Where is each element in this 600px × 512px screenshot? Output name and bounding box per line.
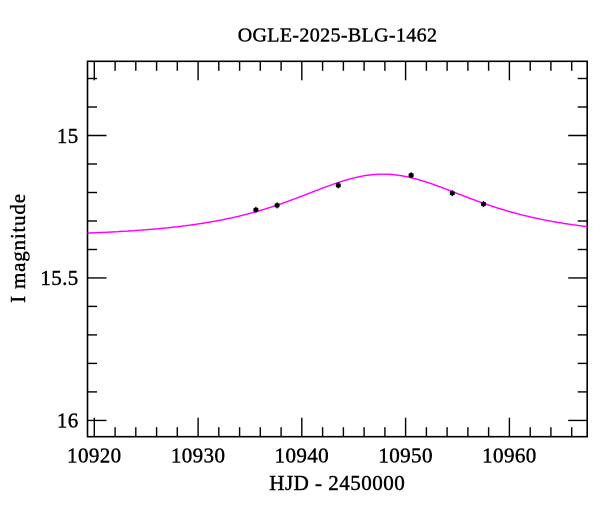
svg-text:10960: 10960 [482, 444, 537, 468]
svg-text:15.5: 15.5 [40, 266, 78, 290]
svg-text:10920: 10920 [67, 444, 122, 468]
svg-text:10940: 10940 [275, 444, 330, 468]
svg-text:HJD - 2450000: HJD - 2450000 [269, 471, 405, 495]
svg-text:I magnitude: I magnitude [6, 193, 30, 303]
svg-text:OGLE-2025-BLG-1462: OGLE-2025-BLG-1462 [238, 24, 438, 46]
svg-text:16: 16 [57, 409, 79, 433]
svg-text:15: 15 [57, 124, 79, 148]
svg-text:10950: 10950 [378, 444, 433, 468]
svg-text:10930: 10930 [171, 444, 226, 468]
